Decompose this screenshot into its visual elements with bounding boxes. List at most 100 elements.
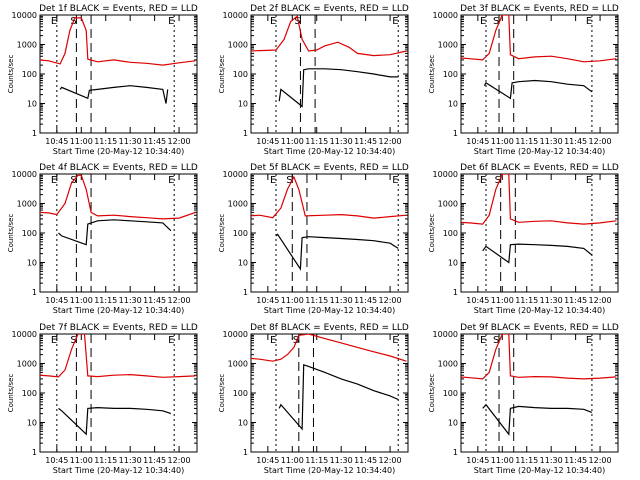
marker-label-s: S <box>70 335 76 346</box>
y-tick-label: 1000 <box>438 41 458 50</box>
panel-title: Det 3f BLACK = Events, RED = LLD <box>460 4 619 14</box>
series-lld-line <box>251 15 407 57</box>
panel-title: Det 4f BLACK = Events, RED = LLD <box>39 163 198 173</box>
series-lld-line <box>461 174 617 225</box>
y-axis-label: Counts/sec <box>7 55 15 94</box>
x-tick-label: 11:30 <box>330 296 353 305</box>
marker-label-s: S <box>493 16 499 27</box>
marker-label-e-right: E <box>168 335 174 346</box>
x-tick-label: 11:00 <box>491 456 514 465</box>
panel-det-2: Det 2f BLACK = Events, RED = LLD 1 10 100 10… <box>218 4 409 156</box>
panel-det-1: Det 1f BLACK = Events, RED = LLD 1 10 100 10… <box>7 4 198 156</box>
x-tick-label: 10:45 <box>256 137 279 146</box>
panel-det-9: Det 9f BLACK = Events, RED = LLD 1 10 100 10… <box>428 323 619 475</box>
series-lld-line <box>40 334 196 378</box>
y-tick-label: 10 <box>27 419 37 428</box>
x-axis-label: Start Time (20-May-12 10:34:40) <box>53 306 184 315</box>
x-tick-label: 11:45 <box>143 296 166 305</box>
series-events-line <box>275 233 399 271</box>
x-tick-label: 11:30 <box>119 137 142 146</box>
x-tick-label: 11:00 <box>491 296 514 305</box>
marker-label-e-right: E <box>392 335 398 346</box>
panel-det-6: Det 6f BLACK = Events, RED = LLD 1 10 100 10… <box>428 163 619 315</box>
marker-label-s: S <box>493 335 499 346</box>
y-tick-label: 1000 <box>228 200 248 209</box>
x-tick-label: 11:00 <box>491 137 514 146</box>
x-tick-label: 12:00 <box>379 456 402 465</box>
x-tick-label: 11:30 <box>330 137 353 146</box>
x-tick-label: 11:45 <box>354 296 377 305</box>
x-tick-label: 11:15 <box>94 296 117 305</box>
x-tick-label: 11:00 <box>281 137 304 146</box>
x-tick-label: 10:45 <box>256 296 279 305</box>
x-axis-label: Start Time (20-May-12 10:34:40) <box>53 466 184 475</box>
plot-frame <box>460 173 619 293</box>
panel-det-3: Det 3f BLACK = Events, RED = LLD 1 10 100 10… <box>428 4 619 156</box>
y-tick-label: 100 <box>22 70 37 79</box>
plot-frame <box>39 173 198 293</box>
x-tick-label: 11:45 <box>354 137 377 146</box>
x-tick-label: 11:45 <box>564 296 587 305</box>
y-tick-label: 10000 <box>223 170 248 179</box>
y-tick-label: 10 <box>448 259 458 268</box>
y-tick-label: 1 <box>453 448 458 457</box>
marker-label-e-left: E <box>480 16 486 27</box>
y-tick-label: 1000 <box>228 360 248 369</box>
panel-title: Det 7f BLACK = Events, RED = LLD <box>39 323 198 333</box>
panel-det-8: Det 8f BLACK = Events, RED = LLD 1 10 100 10… <box>218 323 409 475</box>
y-axis-label: Counts/sec <box>7 214 15 253</box>
y-tick-label: 10000 <box>223 330 248 339</box>
series-lld-line <box>40 174 196 220</box>
x-axis-label: Start Time (20-May-12 10:34:40) <box>53 147 184 156</box>
marker-label-e-left: E <box>51 175 57 186</box>
y-tick-label: 1 <box>453 129 458 138</box>
y-axis-label: Counts/sec <box>428 214 436 253</box>
x-tick-label: 11:30 <box>540 137 563 146</box>
x-tick-label: 11:45 <box>564 137 587 146</box>
y-tick-label: 1000 <box>17 360 37 369</box>
y-tick-label: 1000 <box>438 360 458 369</box>
series-lld-line <box>251 334 407 362</box>
x-tick-label: 11:45 <box>143 456 166 465</box>
x-tick-label: 10:45 <box>466 296 489 305</box>
x-tick-label: 12:00 <box>589 456 612 465</box>
x-tick-label: 11:15 <box>305 456 328 465</box>
marker-label-e-left: E <box>480 335 486 346</box>
series-events-line <box>482 243 593 264</box>
x-tick-label: 11:15 <box>94 137 117 146</box>
series-events-line <box>278 363 399 431</box>
x-tick-label: 11:15 <box>515 137 538 146</box>
x-tick-label: 11:45 <box>354 456 377 465</box>
plot-frame <box>39 333 198 453</box>
y-tick-label: 10 <box>238 419 248 428</box>
marker-label-s: S <box>495 175 501 186</box>
y-axis-label: Counts/sec <box>428 374 436 413</box>
y-tick-label: 1000 <box>17 200 37 209</box>
x-axis-label: Start Time (20-May-12 10:34:40) <box>474 466 605 475</box>
marker-label-s: S <box>294 16 300 27</box>
x-tick-label: 11:00 <box>70 456 93 465</box>
marker-label-e-right: E <box>586 175 592 186</box>
y-tick-label: 10000 <box>12 330 37 339</box>
series-events-line <box>59 85 169 104</box>
y-axis-label: Counts/sec <box>218 214 226 253</box>
series-events-line <box>58 406 172 436</box>
y-tick-label: 10 <box>448 419 458 428</box>
x-tick-label: 12:00 <box>589 296 612 305</box>
x-axis-label: Start Time (20-May-12 10:34:40) <box>264 306 395 315</box>
series-lld-line <box>461 334 617 380</box>
marker-label-s: S <box>293 335 299 346</box>
y-tick-label: 1 <box>243 288 248 297</box>
y-tick-label: 1 <box>32 288 37 297</box>
y-tick-label: 10000 <box>433 330 458 339</box>
x-tick-label: 11:00 <box>281 456 304 465</box>
panel-title: Det 2f BLACK = Events, RED = LLD <box>250 4 409 14</box>
series-lld-line <box>40 17 196 66</box>
marker-label-e-right: E <box>168 16 174 27</box>
y-tick-label: 10 <box>448 100 458 109</box>
x-tick-label: 12:00 <box>379 137 402 146</box>
y-tick-label: 10 <box>238 259 248 268</box>
y-tick-label: 100 <box>443 229 458 238</box>
plot-frame <box>39 14 198 134</box>
x-tick-label: 12:00 <box>589 137 612 146</box>
